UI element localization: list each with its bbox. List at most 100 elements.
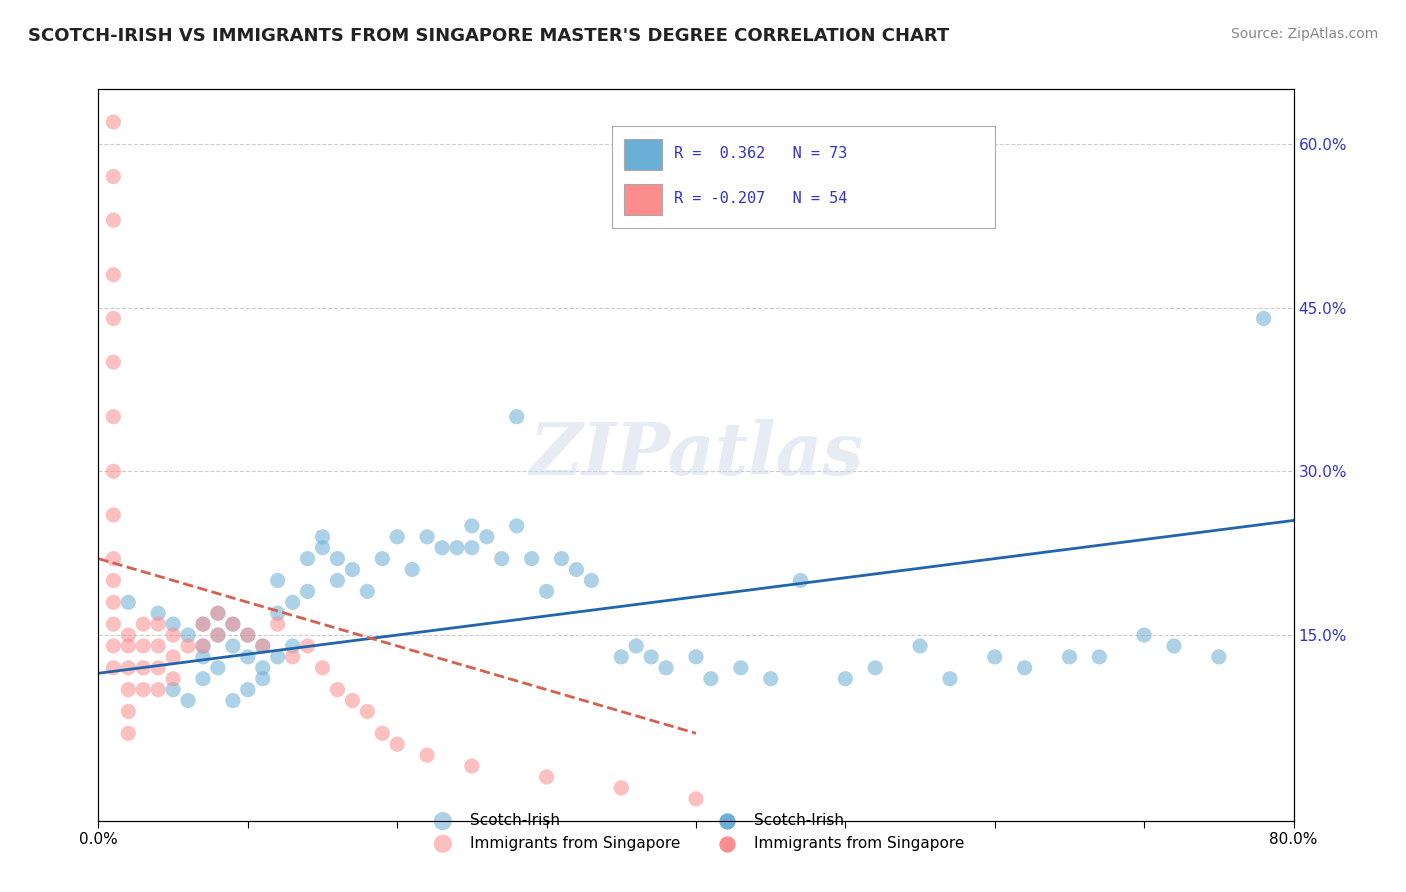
Immigrants from Singapore — [103, 574, 125, 588]
Scotch-Irish — [236, 682, 259, 697]
Scotch-Irish — [550, 551, 572, 566]
Scotch-Irish — [177, 628, 200, 642]
Immigrants from Singapore — [148, 639, 170, 653]
Scotch-Irish — [939, 672, 962, 686]
Scotch-Irish — [834, 672, 856, 686]
Scotch-Irish — [640, 649, 662, 664]
Scotch-Irish — [461, 519, 484, 533]
Scotch-Irish — [759, 672, 782, 686]
Immigrants from Singapore — [103, 311, 125, 326]
Scotch-Irish — [177, 693, 200, 707]
Scotch-Irish — [610, 649, 633, 664]
Immigrants from Singapore — [536, 770, 558, 784]
Immigrants from Singapore — [177, 639, 200, 653]
Immigrants from Singapore — [103, 639, 125, 653]
Immigrants from Singapore — [326, 682, 349, 697]
Legend: Scotch-Irish, Immigrants from Singapore, Scotch-Irish, Immigrants from Singapore: Scotch-Irish, Immigrants from Singapore,… — [422, 807, 970, 857]
Immigrants from Singapore — [148, 661, 170, 675]
Scotch-Irish — [730, 661, 752, 675]
Scotch-Irish — [311, 530, 333, 544]
Immigrants from Singapore — [148, 682, 170, 697]
Scotch-Irish — [267, 606, 290, 620]
Immigrants from Singapore — [311, 661, 333, 675]
Scotch-Irish — [581, 574, 603, 588]
Immigrants from Singapore — [132, 682, 155, 697]
Scotch-Irish — [430, 541, 453, 555]
Immigrants from Singapore — [117, 628, 139, 642]
Scotch-Irish — [908, 639, 931, 653]
Immigrants from Singapore — [222, 617, 245, 632]
Scotch-Irish — [506, 519, 529, 533]
Scotch-Irish — [117, 595, 139, 609]
Immigrants from Singapore — [685, 792, 707, 806]
Text: Source: ZipAtlas.com: Source: ZipAtlas.com — [1230, 27, 1378, 41]
Scotch-Irish — [1253, 311, 1275, 326]
Scotch-Irish — [984, 649, 1007, 664]
Immigrants from Singapore — [103, 617, 125, 632]
Scotch-Irish — [565, 563, 588, 577]
Scotch-Irish — [461, 541, 484, 555]
Scotch-Irish — [191, 617, 214, 632]
Scotch-Irish — [281, 639, 304, 653]
Scotch-Irish — [356, 584, 378, 599]
Scotch-Irish — [685, 649, 707, 664]
Immigrants from Singapore — [103, 268, 125, 282]
Immigrants from Singapore — [132, 617, 155, 632]
Scotch-Irish — [207, 661, 229, 675]
Scotch-Irish — [326, 551, 349, 566]
Scotch-Irish — [789, 574, 811, 588]
Immigrants from Singapore — [356, 705, 378, 719]
Immigrants from Singapore — [103, 115, 125, 129]
Immigrants from Singapore — [371, 726, 394, 740]
Scotch-Irish — [162, 617, 184, 632]
Scotch-Irish — [222, 693, 245, 707]
Immigrants from Singapore — [207, 606, 229, 620]
Scotch-Irish — [446, 541, 468, 555]
Scotch-Irish — [655, 661, 678, 675]
Immigrants from Singapore — [117, 726, 139, 740]
Immigrants from Singapore — [162, 628, 184, 642]
Scotch-Irish — [626, 639, 648, 653]
Scotch-Irish — [207, 606, 229, 620]
Scotch-Irish — [207, 628, 229, 642]
Immigrants from Singapore — [103, 551, 125, 566]
Immigrants from Singapore — [103, 409, 125, 424]
Scotch-Irish — [252, 672, 274, 686]
Scotch-Irish — [385, 530, 409, 544]
Scotch-Irish — [236, 649, 259, 664]
Scotch-Irish — [401, 563, 423, 577]
Immigrants from Singapore — [162, 649, 184, 664]
Scotch-Irish — [281, 595, 304, 609]
Immigrants from Singapore — [117, 705, 139, 719]
Immigrants from Singapore — [252, 639, 274, 653]
Scotch-Irish — [865, 661, 887, 675]
Immigrants from Singapore — [267, 617, 290, 632]
Scotch-Irish — [191, 672, 214, 686]
Text: ZIPatlas: ZIPatlas — [529, 419, 863, 491]
Scotch-Irish — [311, 541, 333, 555]
Scotch-Irish — [1163, 639, 1185, 653]
Immigrants from Singapore — [103, 464, 125, 478]
Immigrants from Singapore — [191, 617, 214, 632]
Scotch-Irish — [297, 551, 319, 566]
Scotch-Irish — [536, 584, 558, 599]
Immigrants from Singapore — [385, 737, 409, 751]
Scotch-Irish — [700, 672, 723, 686]
Scotch-Irish — [252, 661, 274, 675]
Immigrants from Singapore — [103, 169, 125, 184]
Immigrants from Singapore — [610, 780, 633, 795]
Scotch-Irish — [1059, 649, 1081, 664]
Immigrants from Singapore — [132, 639, 155, 653]
Scotch-Irish — [297, 584, 319, 599]
Scotch-Irish — [222, 639, 245, 653]
Scotch-Irish — [1208, 649, 1230, 664]
Scotch-Irish — [326, 574, 349, 588]
Immigrants from Singapore — [103, 661, 125, 675]
Scotch-Irish — [267, 574, 290, 588]
Immigrants from Singapore — [117, 661, 139, 675]
Immigrants from Singapore — [342, 693, 364, 707]
Scotch-Irish — [148, 606, 170, 620]
Scotch-Irish — [342, 563, 364, 577]
Immigrants from Singapore — [297, 639, 319, 653]
Text: SCOTCH-IRISH VS IMMIGRANTS FROM SINGAPORE MASTER'S DEGREE CORRELATION CHART: SCOTCH-IRISH VS IMMIGRANTS FROM SINGAPOR… — [28, 27, 949, 45]
